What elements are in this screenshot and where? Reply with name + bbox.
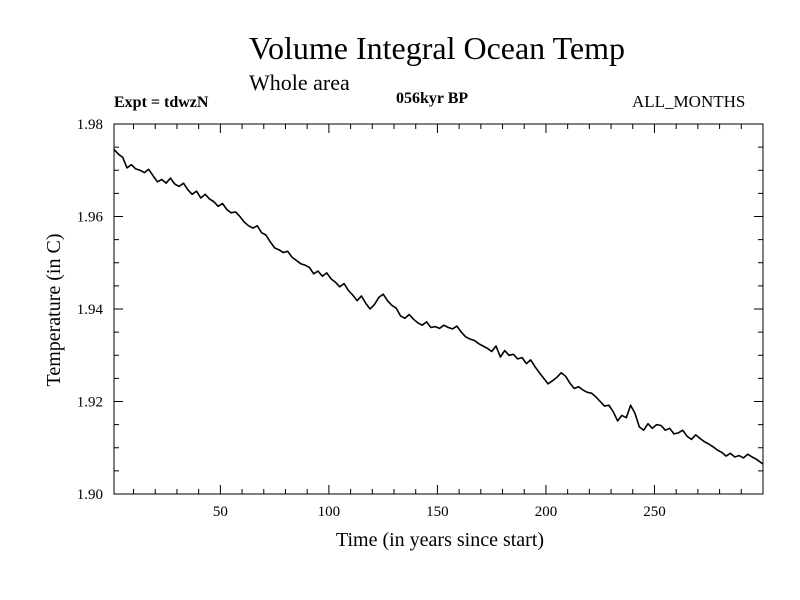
temperature-series-line	[113, 148, 764, 465]
x-tick-label: 50	[213, 504, 228, 520]
chart-title: Volume Integral Ocean Temp	[248, 30, 625, 66]
y-tick-label: 1.92	[77, 395, 103, 411]
x-axis-label: Time (in years since start)	[336, 529, 544, 551]
y-axis-label: Temperature (in C)	[43, 234, 65, 387]
x-tick-label: 250	[643, 504, 666, 520]
y-tick-label: 1.90	[77, 487, 103, 503]
x-tick-label: 150	[426, 504, 449, 520]
experiment-label: Expt = tdwzN	[114, 94, 209, 111]
y-tick-label: 1.96	[77, 210, 104, 226]
y-tick-label: 1.98	[77, 117, 103, 133]
y-tick-label: 1.94	[77, 302, 104, 318]
minor-ticks	[114, 124, 763, 494]
plot-frame	[113, 123, 764, 495]
y-axis-ticks: 1.90 1.92 1.94 1.96 1.98	[77, 117, 763, 503]
chart-subtitle: Whole area	[249, 70, 350, 95]
x-tick-label: 100	[318, 504, 341, 520]
x-axis-ticks: 50 100 150 200 250	[213, 124, 666, 520]
x-tick-label: 200	[535, 504, 558, 520]
series-layer	[113, 148, 764, 465]
months-label: ALL_MONTHS	[632, 92, 746, 111]
period-label: 056kyr BP	[396, 90, 469, 107]
